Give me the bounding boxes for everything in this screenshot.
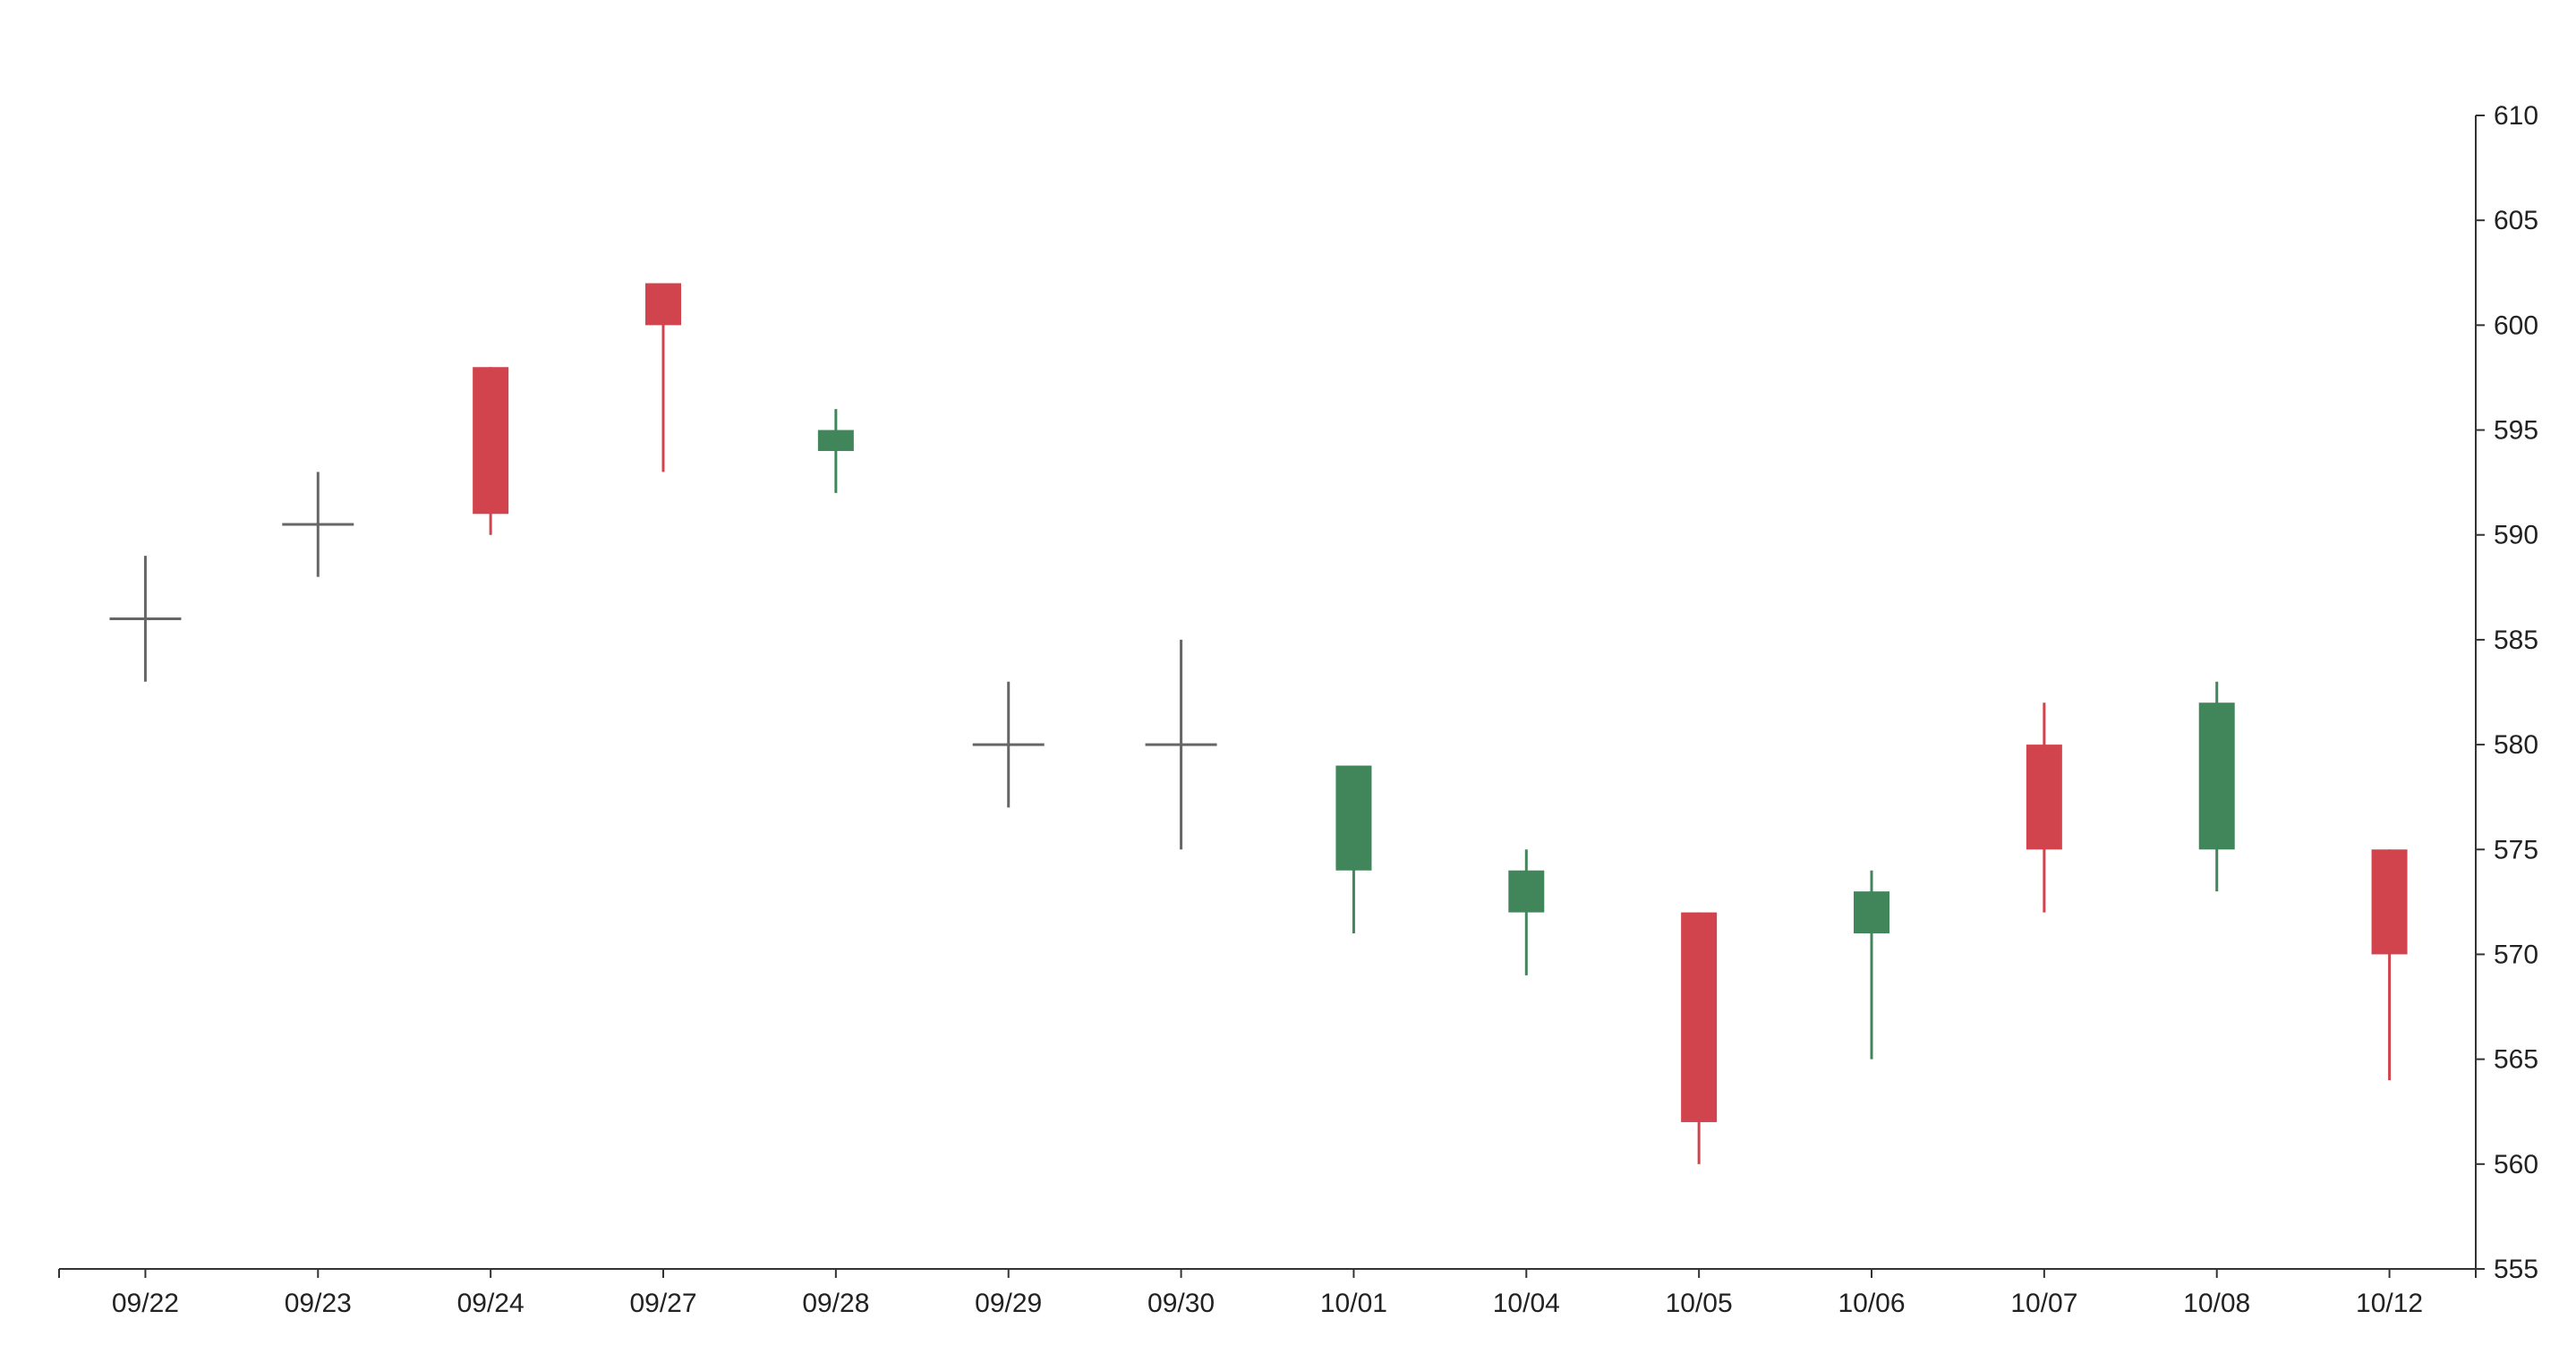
candle-body <box>2371 849 2408 955</box>
x-axis: 09/22 09/23 09/24 09/27 09/28 09/29 09/30 10/01… <box>58 1268 2477 1318</box>
candle-body <box>1854 891 1889 934</box>
x-tick-label: 09/27 <box>629 1289 696 1318</box>
x-tick-label: 10/05 <box>1666 1289 1733 1318</box>
candle-body <box>1681 912 1718 1122</box>
candle-body <box>473 367 509 515</box>
y-tick-label: 585 <box>2494 626 2538 655</box>
x-tick-label: 09/28 <box>802 1289 869 1318</box>
candle-body <box>645 283 681 326</box>
x-tick-label: 09/22 <box>112 1289 179 1318</box>
candle <box>2198 681 2235 892</box>
y-tick-label: 590 <box>2494 521 2538 550</box>
candle <box>473 367 509 535</box>
candle <box>1854 870 1889 1060</box>
y-tick-label: 565 <box>2494 1045 2538 1075</box>
x-tick-label: 10/06 <box>1838 1289 1905 1318</box>
y-tick-label: 610 <box>2494 101 2538 131</box>
candle <box>1681 912 1718 1164</box>
candle <box>972 681 1045 808</box>
x-tick-label: 09/30 <box>1147 1289 1215 1318</box>
y-tick-label: 575 <box>2494 835 2538 864</box>
x-tick-label: 09/24 <box>457 1289 525 1318</box>
candle <box>282 472 354 577</box>
candle-body <box>2198 702 2235 850</box>
candle <box>1335 765 1372 934</box>
y-tick-label: 600 <box>2494 311 2538 340</box>
x-tick-label: 10/07 <box>2010 1289 2077 1318</box>
x-tick-label: 10/01 <box>1320 1289 1387 1318</box>
candle <box>817 409 854 493</box>
candle <box>1145 639 1217 850</box>
candle-body <box>1508 870 1545 913</box>
x-tick-label: 10/12 <box>2356 1289 2423 1318</box>
y-tick-label: 555 <box>2494 1255 2538 1284</box>
candle-body <box>1335 765 1372 871</box>
candle <box>1508 849 1545 975</box>
candle <box>2026 702 2062 913</box>
x-tick-label: 10/04 <box>1493 1289 1560 1318</box>
y-axis: 555 560 565 570 575 580 585 590 595 600 605 610 <box>2475 101 2538 1284</box>
candle <box>2371 849 2408 1081</box>
candle-body <box>817 430 854 451</box>
y-tick-label: 580 <box>2494 730 2538 760</box>
y-tick-label: 595 <box>2494 416 2538 446</box>
x-tick-label: 10/08 <box>2183 1289 2250 1318</box>
candle <box>645 283 681 472</box>
candle-body <box>2026 745 2062 850</box>
candles-group <box>109 283 2408 1164</box>
x-tick-label: 09/29 <box>975 1289 1042 1318</box>
x-tick-label: 09/23 <box>285 1289 352 1318</box>
candle <box>109 556 182 682</box>
y-tick-label: 560 <box>2494 1150 2538 1179</box>
y-tick-label: 605 <box>2494 206 2538 235</box>
y-tick-label: 570 <box>2494 940 2538 969</box>
